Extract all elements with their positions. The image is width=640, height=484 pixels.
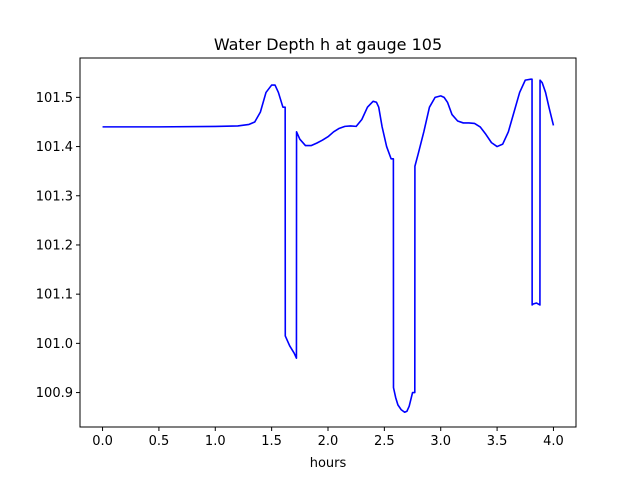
y-axis: 100.9 101.0 101.1 101.2 101.3 101.4 101.5 bbox=[36, 91, 80, 401]
y-tick-label: 101.3 bbox=[36, 189, 73, 204]
y-tick-label: 101.4 bbox=[36, 140, 73, 155]
x-tick-label: 3.0 bbox=[430, 434, 451, 449]
series-line-0 bbox=[102, 78, 555, 414]
plot-frame bbox=[79, 57, 577, 428]
y-tick-label: 101.0 bbox=[36, 337, 73, 352]
x-tick-label: 0.0 bbox=[92, 434, 113, 449]
y-tick-label: 100.9 bbox=[36, 386, 73, 401]
x-tick-label: 0.5 bbox=[149, 434, 170, 449]
x-tick-label: 3.5 bbox=[487, 434, 508, 449]
x-axis: 0.0 0.5 1.0 1.5 2.0 2.5 3.0 3.5 4.0 bbox=[92, 427, 564, 449]
x-tick-label: 1.5 bbox=[261, 434, 282, 449]
y-tick-label: 101.1 bbox=[36, 288, 73, 303]
y-tick-label: 101.5 bbox=[36, 91, 73, 106]
x-tick-label: 2.0 bbox=[318, 434, 339, 449]
x-tick-label: 4.0 bbox=[543, 434, 564, 449]
x-tick-label: 2.5 bbox=[374, 434, 395, 449]
plot-area bbox=[102, 78, 555, 414]
x-tick-label: 1.0 bbox=[205, 434, 226, 449]
chart-title: Water Depth h at gauge 105 bbox=[214, 35, 442, 54]
x-axis-label: hours bbox=[310, 456, 347, 471]
y-tick-label: 101.2 bbox=[36, 238, 73, 253]
